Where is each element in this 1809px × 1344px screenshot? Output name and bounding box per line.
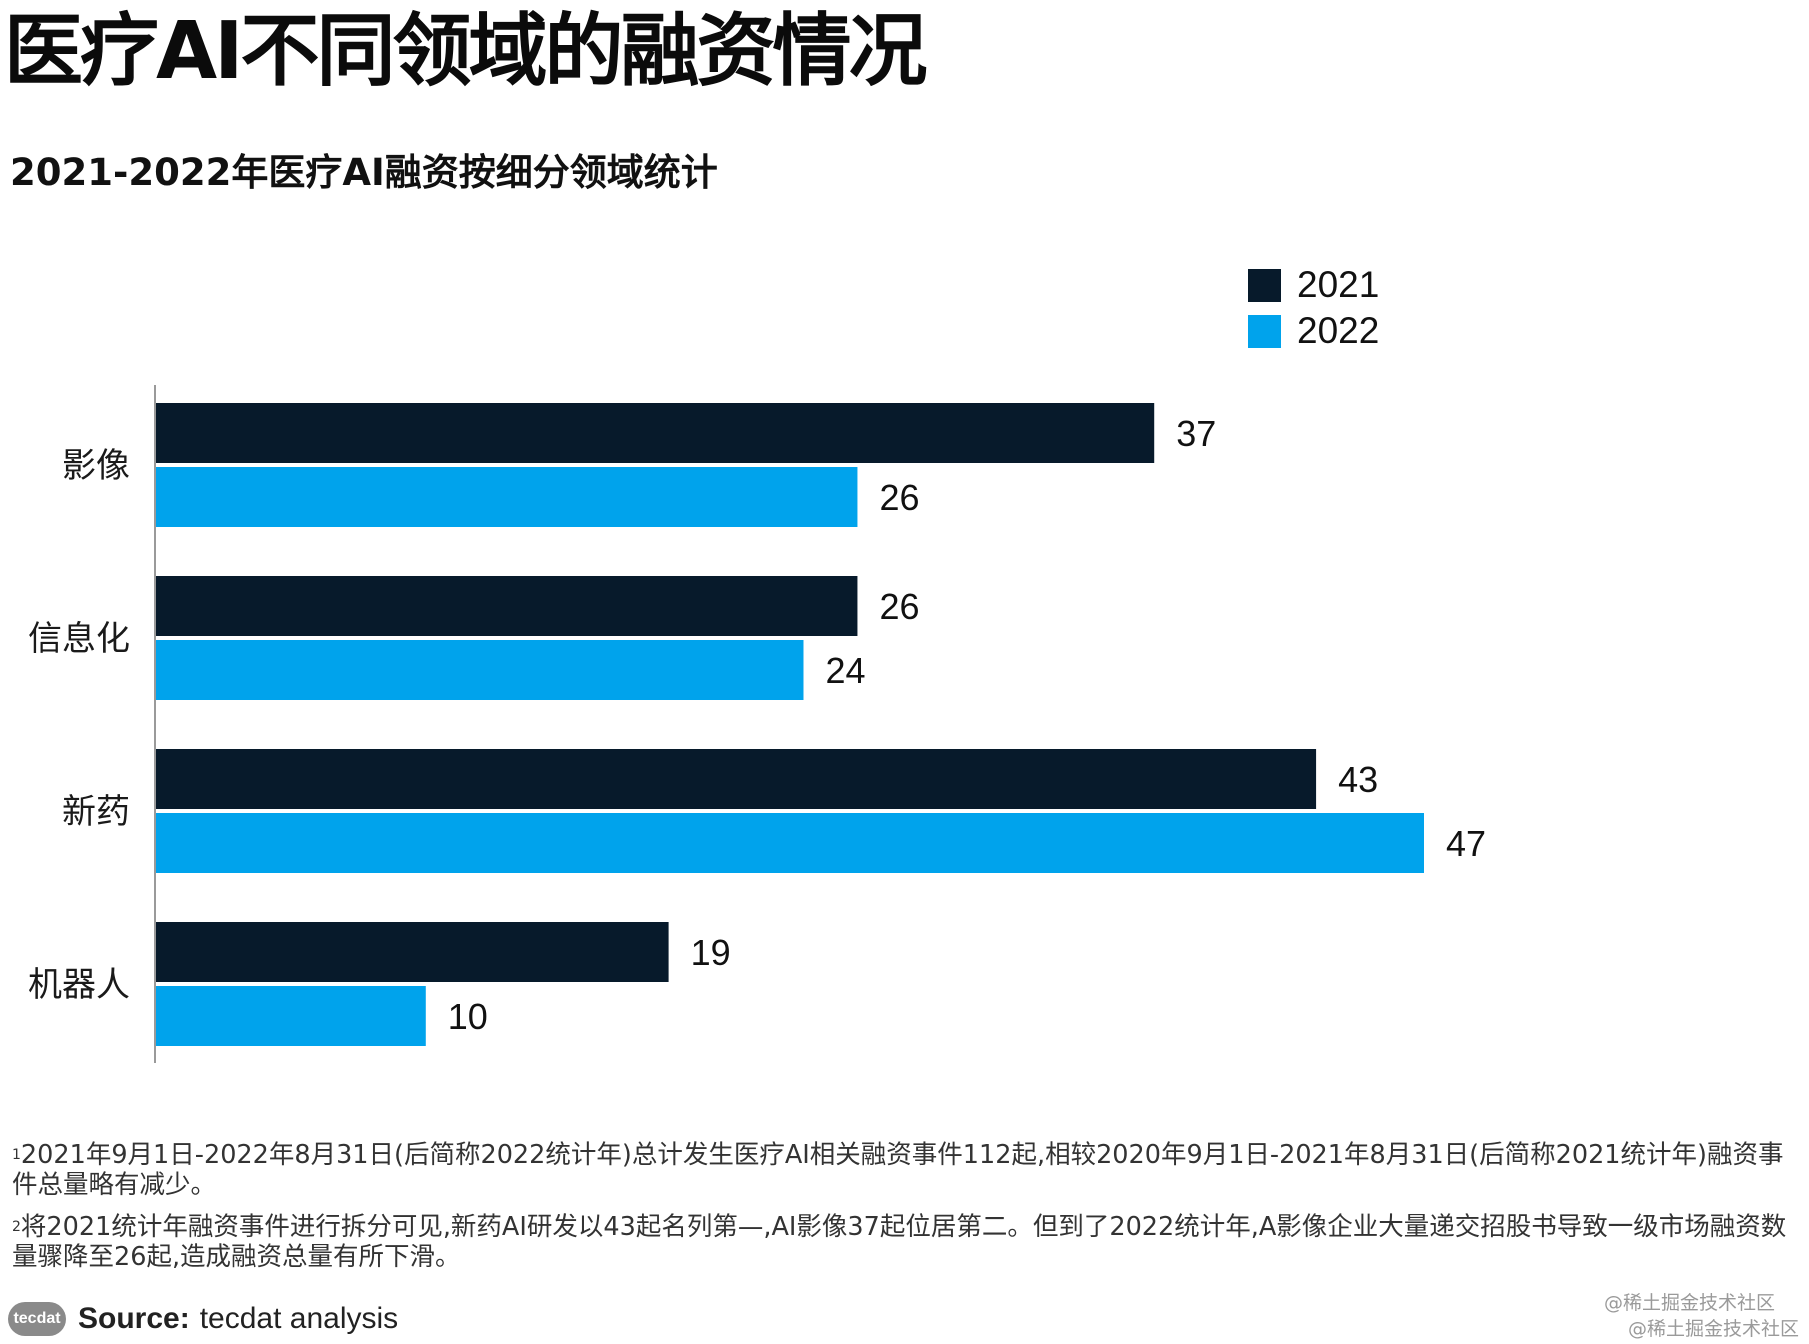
footnote-2-text: 将2021统计年融资事件进行拆分可见,新药AI研发以43起名列第—,AI影像37… bbox=[12, 1212, 1787, 1272]
bar-chart: 影像 37 26 信息化 26 24 新药 43 47 机器人 19 10 bbox=[28, 385, 1486, 1063]
category-label: 机器人 bbox=[28, 965, 130, 1005]
bar-2021 bbox=[156, 403, 1155, 463]
source-line: tecdat Source: tecdat analysis bbox=[8, 1302, 398, 1336]
footnote-1-text: 2021年9月1日-2022年8月31日(后简称2022统计年)总计发生医疗AI… bbox=[12, 1140, 1784, 1200]
data-label-2022: 24 bbox=[825, 650, 865, 691]
watermark-2: @稀土掘金技术社区 bbox=[1627, 1318, 1799, 1340]
legend-swatch-2022 bbox=[1248, 314, 1281, 348]
footnote-2-marker: 2 bbox=[12, 1219, 21, 1235]
category-label: 信息化 bbox=[28, 619, 130, 659]
data-label-2022: 47 bbox=[1446, 823, 1486, 864]
footnotes: 12021年9月1日-2022年8月31日(后简称2022统计年)总计发生医疗A… bbox=[12, 1140, 1802, 1284]
footnote-1: 12021年9月1日-2022年8月31日(后简称2022统计年)总计发生医疗A… bbox=[12, 1140, 1802, 1200]
footnote-2: 2将2021统计年融资事件进行拆分可见,新药AI研发以43起名列第—,AI影像3… bbox=[12, 1212, 1802, 1272]
page-title: 医疗AI不同领域的融资情况 bbox=[4, 5, 928, 97]
bar-2022 bbox=[156, 640, 804, 700]
tecdat-logo: tecdat bbox=[8, 1302, 66, 1336]
legend-item-2022: 2022 bbox=[1248, 308, 1379, 354]
bar-2021 bbox=[156, 749, 1317, 809]
data-label-2021: 26 bbox=[879, 586, 919, 627]
bar-2021 bbox=[156, 922, 669, 982]
watermark-1: @稀土掘金技术社区 bbox=[1603, 1292, 1775, 1314]
source-text: tecdat analysis bbox=[199, 1302, 399, 1335]
source-label: Source: bbox=[78, 1302, 190, 1335]
data-label-2021: 37 bbox=[1176, 413, 1216, 454]
bar-2022 bbox=[156, 467, 858, 527]
data-label-2022: 10 bbox=[448, 996, 488, 1037]
category-label: 新药 bbox=[62, 792, 130, 832]
bar-2021 bbox=[156, 576, 858, 636]
legend-label-2021: 2021 bbox=[1297, 264, 1380, 305]
data-label-2021: 19 bbox=[691, 932, 731, 973]
category-label: 影像 bbox=[62, 446, 130, 486]
legend-swatch-2021 bbox=[1248, 268, 1281, 302]
chart-subtitle: 2021-2022年医疗AI融资按细分领域统计 bbox=[10, 151, 718, 194]
bar-2022 bbox=[156, 813, 1424, 873]
chart-legend: 2021 2022 bbox=[1248, 262, 1379, 354]
footnote-1-marker: 1 bbox=[12, 1147, 21, 1163]
data-label-2022: 26 bbox=[879, 477, 919, 518]
bar-2022 bbox=[156, 986, 426, 1046]
legend-label-2022: 2022 bbox=[1297, 310, 1380, 351]
data-label-2021: 43 bbox=[1338, 759, 1378, 800]
legend-item-2021: 2021 bbox=[1248, 262, 1379, 308]
